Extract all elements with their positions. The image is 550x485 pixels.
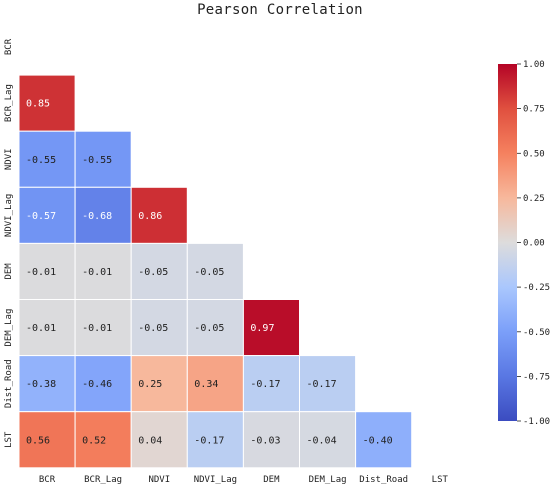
colorbar-tick-label: -0.25: [523, 283, 550, 293]
heatmap-cell-LST-NDVI_Lag: [186, 411, 244, 469]
colorbar-tick-label: 0.75: [523, 105, 545, 115]
y-tick-label: BCR: [4, 38, 14, 55]
cell-value-label: -0.46: [82, 379, 112, 390]
x-tick-label: BCR: [39, 475, 56, 485]
x-tick-label: NDVI_Lag: [194, 475, 237, 485]
heatmap-cell-LST-NDVI: [130, 411, 188, 469]
cell-value-label: -0.40: [363, 435, 393, 446]
cell-value-label: -0.04: [307, 435, 337, 446]
colorbar-tick-label: 0.25: [523, 194, 545, 204]
y-tick-label: NDVI: [4, 148, 14, 170]
heatmap-cell-DEM_Lag-BCR_Lag: [74, 299, 132, 357]
heatmap-cell-LST-DEM_Lag: [299, 411, 357, 469]
cell-value-label: 0.34: [194, 379, 218, 390]
cell-value-label: 0.52: [82, 435, 106, 446]
heatmap-cell-LST-Dist_Road: [355, 411, 413, 469]
y-tick-label: LST: [4, 431, 14, 448]
heatmap-cell-LST-BCR: [18, 411, 76, 469]
heatmap-cell-DEM-NDVI: [130, 242, 188, 300]
y-tick-label: Dist_Road: [4, 359, 14, 408]
cell-value-label: 0.85: [26, 99, 50, 110]
cell-value-label: -0.57: [26, 211, 56, 222]
cell-value-label: -0.05: [194, 267, 224, 278]
heatmap-cell-DEM_Lag-NDVI: [130, 299, 188, 357]
colorbar-gradient: [498, 64, 517, 421]
cell-value-label: -0.38: [26, 379, 56, 390]
colorbar-tick-label: -0.75: [523, 372, 550, 382]
colorbar-tick-label: 0.50: [523, 149, 545, 159]
heatmap-cell-DEM_Lag-NDVI_Lag: [186, 299, 244, 357]
colorbar-tick-label: 1.00: [523, 60, 545, 70]
y-tick-label: NDVI_Lag: [4, 194, 14, 237]
heatmap-cell-Dist_Road-NDVI_Lag: [186, 355, 244, 413]
heatmap-cell-NDVI-BCR_Lag: [74, 130, 132, 188]
heatmap-cells: 0.85 -0.55 -0.55 -0.57 -0.68 0.86 -0.01 -0.01 -0…: [18, 74, 413, 469]
heatmap-cell-BCR_Lag-BCR: [18, 74, 76, 132]
x-tick-label: DEM: [263, 475, 280, 485]
heatmap-cell-DEM-BCR: [18, 242, 76, 300]
cell-value-label: 0.25: [138, 379, 162, 390]
x-tick-label: LST: [432, 475, 449, 485]
heatmap-cell-Dist_Road-NDVI: [130, 355, 188, 413]
x-tick-label: BCR_Lag: [84, 475, 122, 485]
heatmap-cell-DEM_Lag-DEM: [242, 299, 300, 357]
colorbar-tick-label: 0.00: [523, 239, 545, 249]
cell-value-label: -0.05: [138, 267, 168, 278]
colorbar-tick-label: -1.00: [523, 417, 550, 427]
y-tick-label: DEM: [4, 263, 14, 280]
heatmap-cell-DEM-BCR_Lag: [74, 242, 132, 300]
cell-value-label: 0.86: [138, 211, 162, 222]
cell-value-label: -0.17: [307, 379, 337, 390]
cell-value-label: 0.97: [250, 323, 274, 334]
heatmap-cell-NDVI_Lag-NDVI: [130, 186, 188, 244]
x-tick-label: DEM_Lag: [309, 475, 347, 485]
heatmap-cell-DEM_Lag-BCR: [18, 299, 76, 357]
cell-value-label: -0.05: [138, 323, 168, 334]
colorbar: 1.00 0.75 0.50 0.25 0.00 -0.25 -0.50 -0.75 -1.00: [498, 60, 550, 427]
cell-value-label: 0.56: [26, 435, 50, 446]
cell-value-label: -0.01: [82, 267, 112, 278]
cell-value-label: -0.55: [26, 155, 56, 166]
cell-value-label: -0.03: [250, 435, 280, 446]
cell-value-label: -0.68: [82, 211, 112, 222]
heatmap-cell-Dist_Road-DEM_Lag: [299, 355, 357, 413]
cell-value-label: -0.01: [26, 267, 56, 278]
cell-value-label: -0.17: [194, 435, 224, 446]
cell-value-label: 0.04: [138, 435, 162, 446]
cell-value-label: -0.01: [82, 323, 112, 334]
y-axis-tick-labels: BCR BCR_Lag NDVI NDVI_Lag DEM DEM_Lag Dist_Roa…: [4, 38, 14, 448]
x-tick-label: Dist_Road: [359, 475, 408, 485]
heatmap-cell-NDVI_Lag-BCR_Lag: [74, 186, 132, 244]
chart-title: Pearson Correlation: [197, 2, 363, 18]
cell-value-label: -0.01: [26, 323, 56, 334]
colorbar-tick-label: -0.50: [523, 328, 550, 338]
colorbar-ticks: 1.00 0.75 0.50 0.25 0.00 -0.25 -0.50 -0.75 -1.00: [517, 60, 550, 427]
y-tick-label: DEM_Lag: [4, 309, 14, 347]
y-tick-label: BCR_Lag: [4, 84, 14, 122]
cell-value-label: -0.05: [194, 323, 224, 334]
cell-value-label: -0.55: [82, 155, 112, 166]
cell-value-label: -0.17: [250, 379, 280, 390]
x-axis-tick-labels: BCR BCR_Lag NDVI NDVI_Lag DEM DEM_Lag Dist_Roa…: [39, 475, 449, 485]
x-tick-label: NDVI: [148, 475, 170, 485]
